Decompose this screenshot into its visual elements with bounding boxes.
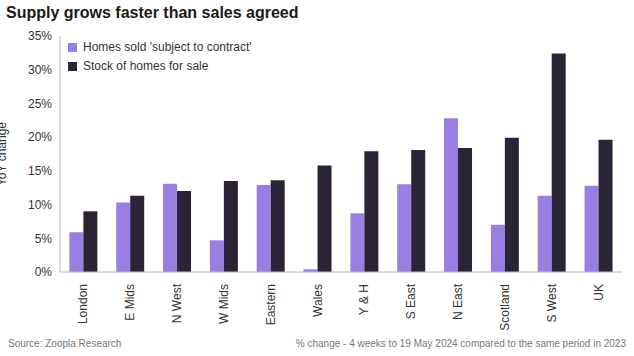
svg-text:0%: 0%: [35, 265, 53, 279]
svg-text:25%: 25%: [28, 97, 52, 111]
svg-text:E Mids: E Mids: [123, 284, 137, 321]
svg-text:Scotland: Scotland: [498, 284, 512, 331]
svg-text:S West: S West: [545, 283, 559, 322]
svg-text:10%: 10%: [28, 198, 52, 212]
svg-text:W Mids: W Mids: [217, 284, 231, 324]
svg-text:30%: 30%: [28, 63, 52, 77]
html-text:Source: Zoopla Research: Source: Zoopla Research: [8, 338, 122, 349]
svg-text:Eastern: Eastern: [264, 284, 278, 325]
svg-text:Wales: Wales: [311, 284, 325, 317]
html-text:% change - 4 weeks to 19 May 2: % change - 4 weeks to 19 May 2024 compar…: [295, 338, 626, 349]
svg-text:YoY change: YoY change: [8, 122, 9, 186]
svg-text:N West: N West: [170, 283, 184, 323]
svg-text:UK: UK: [592, 284, 606, 301]
html-text:Homes sold 'subject to contrac: Homes sold 'subject to contract': [83, 40, 252, 54]
svg-text:35%: 35%: [28, 29, 52, 43]
svg-text:20%: 20%: [28, 130, 52, 144]
svg-text:5%: 5%: [35, 232, 53, 246]
svg-text:Y & H: Y & H: [357, 284, 371, 315]
svg-text:N East: N East: [451, 283, 465, 320]
html-text:Supply grows faster than sales: Supply grows faster than sales agreed: [6, 4, 299, 21]
html-text:Stock of homes for sale: Stock of homes for sale: [83, 59, 209, 73]
svg-text:London: London: [76, 284, 90, 324]
svg-text:S East: S East: [404, 283, 418, 319]
svg-text:15%: 15%: [28, 164, 52, 178]
